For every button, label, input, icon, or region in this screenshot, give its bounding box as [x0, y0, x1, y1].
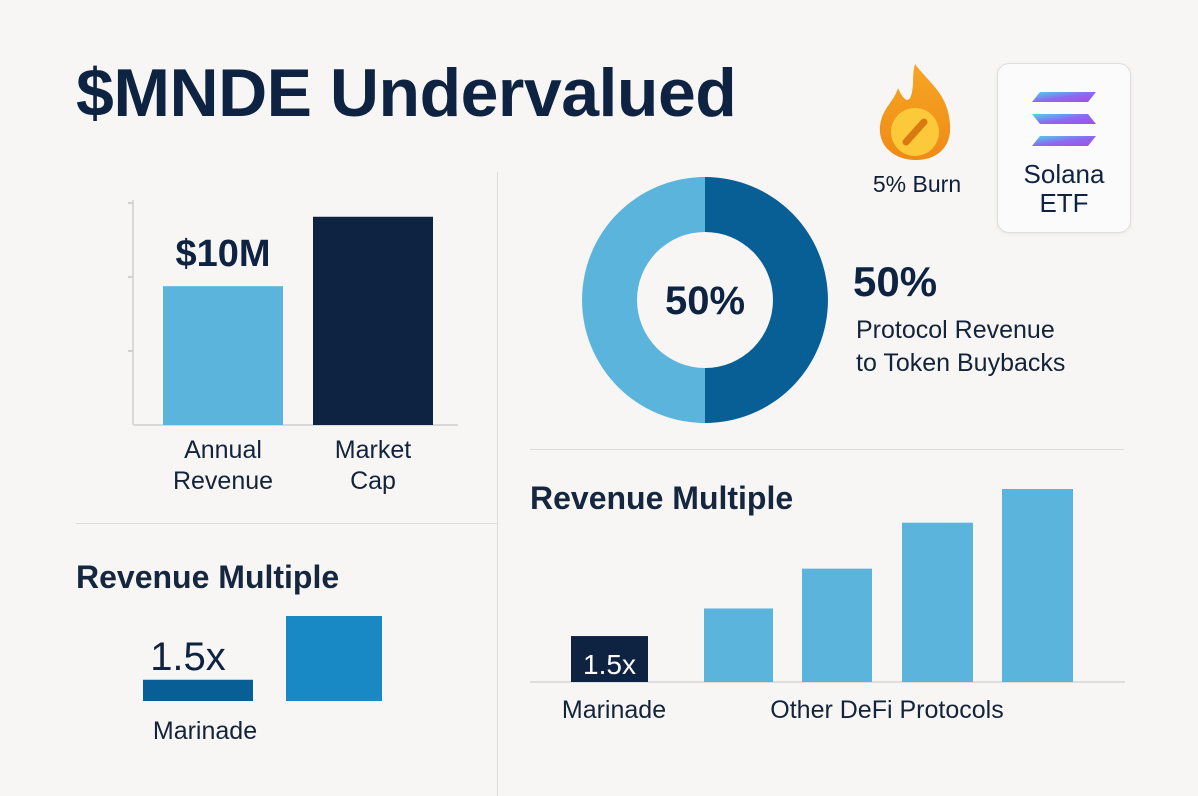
right-horizontal-divider — [530, 449, 1124, 450]
donut-slice-other — [582, 177, 705, 423]
bar-data-label: 1.5x — [150, 635, 226, 679]
buyback-donut-chart: 50% — [582, 177, 828, 423]
bar-market-cap — [313, 216, 433, 425]
bar-marinade — [571, 636, 648, 682]
burn-label: 5% Burn — [872, 171, 962, 197]
bar-other-protocol — [902, 522, 973, 682]
bar-other-protocol — [704, 608, 773, 682]
bar-other-protocol — [1002, 489, 1073, 682]
x-tick-label-marinade: Marinade — [153, 717, 257, 745]
bar-other-protocol — [802, 568, 872, 682]
solana-etf-card: Solana ETF — [997, 63, 1131, 233]
burn-badge — [852, 62, 982, 202]
x-tick-label-marinade: Marinade — [562, 696, 666, 724]
x-tick-label: Revenue — [173, 467, 273, 495]
donut-center-label: 50% — [665, 279, 745, 323]
bar-data-label: $10M — [175, 233, 270, 275]
x-tick-label: Market — [335, 436, 411, 464]
donut-headline: 50% — [853, 258, 938, 305]
x-tick-label-other-defi: Other DeFi Protocols — [770, 696, 1003, 724]
bar-marinade — [143, 679, 253, 701]
bar-annual-revenue — [163, 286, 283, 425]
chart-title: Revenue Multiple — [76, 559, 339, 595]
flame-icon — [879, 64, 951, 160]
donut-description: Protocol Revenue to Token Buybacks — [856, 316, 1066, 377]
revenue-vs-marketcap-chart: $10M Annual Revenue Market Cap — [128, 200, 458, 495]
solana-etf-label: Solana ETF — [1023, 159, 1105, 218]
chart-title: Revenue Multiple — [530, 480, 793, 516]
x-tick-label: Cap — [350, 467, 396, 495]
bar-data-label: 1.5x — [583, 649, 636, 680]
bar-comparison — [286, 616, 382, 701]
vertical-divider — [497, 172, 498, 796]
revenue-multiple-small-chart: Revenue Multiple 1.5x Marinade — [76, 559, 382, 745]
left-horizontal-divider — [76, 523, 497, 524]
solana-logo-icon — [1032, 92, 1096, 146]
page-title: $MNDE Undervalued — [76, 55, 737, 131]
x-tick-label: Annual — [184, 436, 262, 464]
revenue-multiple-comparison-chart: Revenue Multiple 1.5x Marinade Other DeFi P… — [530, 480, 1125, 724]
donut-slice-buybacks — [705, 177, 828, 423]
